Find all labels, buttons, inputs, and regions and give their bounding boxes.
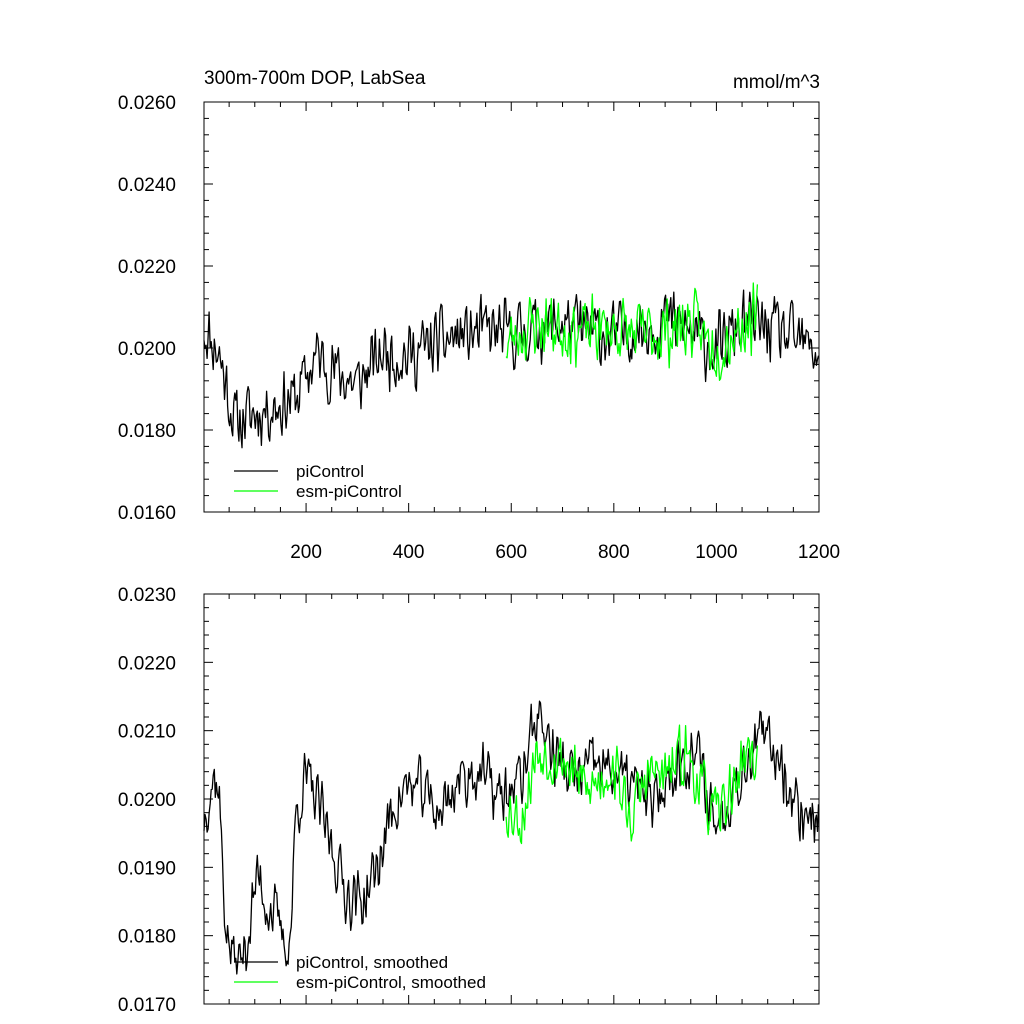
series-line-picontrol-smoothed [203, 700, 820, 975]
bottom-panel-frame [203, 593, 820, 1005]
x-tick-label: 1200 [798, 542, 840, 563]
y-tick-label: 0.0200 [118, 339, 176, 360]
x-tick-label: 400 [393, 542, 425, 563]
y-tick-label: 0.0200 [118, 790, 176, 811]
chart-title: 300m-700m DOP, LabSea [204, 68, 426, 89]
y-tick-label: 0.0230 [118, 585, 176, 606]
top-panel-tick-labels: 0.0160 0.0180 0.0200 0.0220 0.0240 0.0260 200 4… [118, 93, 840, 563]
x-tick-label: 800 [598, 542, 630, 563]
series-line-esm-picontrol-smoothed [505, 724, 759, 845]
y-tick-label: 0.0240 [118, 175, 176, 196]
legend-label-esm-picontrol: esm-piControl [296, 482, 402, 501]
legend-label-picontrol: piControl [296, 462, 364, 481]
y-tick-label: 0.0180 [118, 421, 176, 442]
series-line-esm-picontrol [505, 282, 759, 381]
top-panel-ticks [204, 101, 820, 513]
legend-label-esm-picontrol-smoothed: esm-piControl, smoothed [296, 973, 486, 992]
bottom-panel-series [203, 700, 820, 975]
x-tick-label: 1000 [695, 542, 737, 563]
y-tick-label: 0.0260 [118, 93, 176, 114]
top-panel: 0.0160 0.0180 0.0200 0.0220 0.0240 0.0260 200 4… [118, 93, 840, 563]
bottom-panel-tick-labels: 0.0170 0.0180 0.0190 0.0200 0.0210 0.0220 0.02… [118, 585, 176, 1016]
y-tick-label: 0.0190 [118, 858, 176, 879]
series-line-picontrol [203, 289, 820, 449]
bottom-panel-legend: piControl, smoothed esm-piControl, smoot… [234, 953, 486, 992]
y-tick-label: 0.0160 [118, 503, 176, 524]
x-tick-label: 200 [290, 542, 322, 563]
top-panel-series [203, 282, 820, 449]
units-label: mmol/m^3 [733, 72, 820, 93]
bottom-panel-ticks [204, 593, 820, 1005]
top-panel-frame [203, 101, 820, 513]
top-panel-legend: piControl esm-piControl [234, 462, 402, 501]
legend-label-picontrol-smoothed: piControl, smoothed [296, 953, 448, 972]
y-tick-label: 0.0210 [118, 722, 176, 743]
y-tick-label: 0.0220 [118, 653, 176, 674]
y-tick-label: 0.0180 [118, 927, 176, 948]
x-tick-label: 600 [495, 542, 527, 563]
y-tick-label: 0.0170 [118, 995, 176, 1016]
y-tick-label: 0.0220 [118, 257, 176, 278]
bottom-panel: 0.0170 0.0180 0.0190 0.0200 0.0210 0.0220 0.02… [118, 585, 820, 1016]
